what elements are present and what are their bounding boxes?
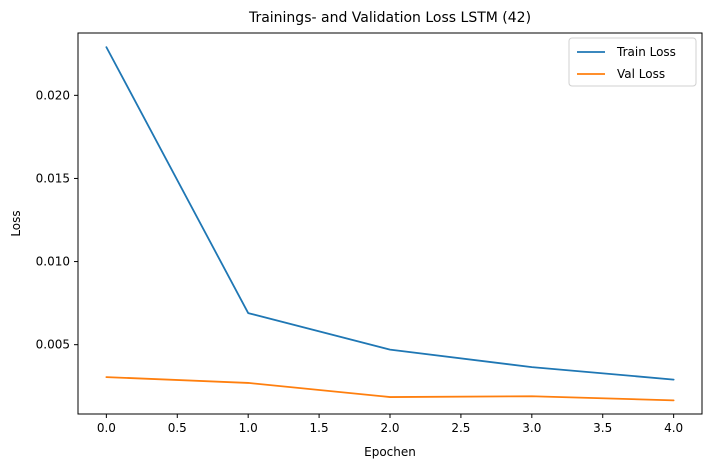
x-tick-label: 1.5 [310, 421, 329, 435]
plot-frame [77, 32, 703, 415]
x-tick-label: 0.0 [97, 421, 116, 435]
legend: Train Loss Val Loss [568, 37, 697, 87]
y-tick-label: 0.010 [36, 255, 70, 269]
train-loss-line [105, 46, 675, 381]
val-loss-line [105, 376, 675, 402]
y-axis-label: Loss [9, 210, 23, 236]
x-tick-label: 3.0 [522, 421, 541, 435]
x-tick-label: 2.5 [451, 421, 470, 435]
series-layer [105, 46, 675, 402]
x-tick-label: 3.5 [593, 421, 612, 435]
x-axis-label: Epochen [364, 445, 416, 459]
x-axis: 0.0 0.5 1.0 1.5 2.0 2.5 3.0 3.5 4.0 [97, 414, 683, 435]
legend-val-loss-label: Val Loss [617, 67, 665, 81]
y-tick-label: 0.015 [36, 171, 70, 185]
chart-title: Trainings- and Validation Loss LSTM (42) [248, 10, 531, 26]
x-tick-label: 1.0 [239, 421, 258, 435]
y-tick-label: 0.005 [36, 338, 70, 352]
plot-background [78, 33, 702, 414]
x-tick-label: 4.0 [664, 421, 683, 435]
x-tick-label: 2.0 [380, 421, 399, 435]
x-tick-label: 0.5 [168, 421, 187, 435]
legend-train-loss-label: Train Loss [616, 45, 676, 59]
y-tick-label: 0.020 [36, 88, 70, 102]
y-axis: 0.005 0.010 0.015 0.020 [36, 88, 78, 352]
